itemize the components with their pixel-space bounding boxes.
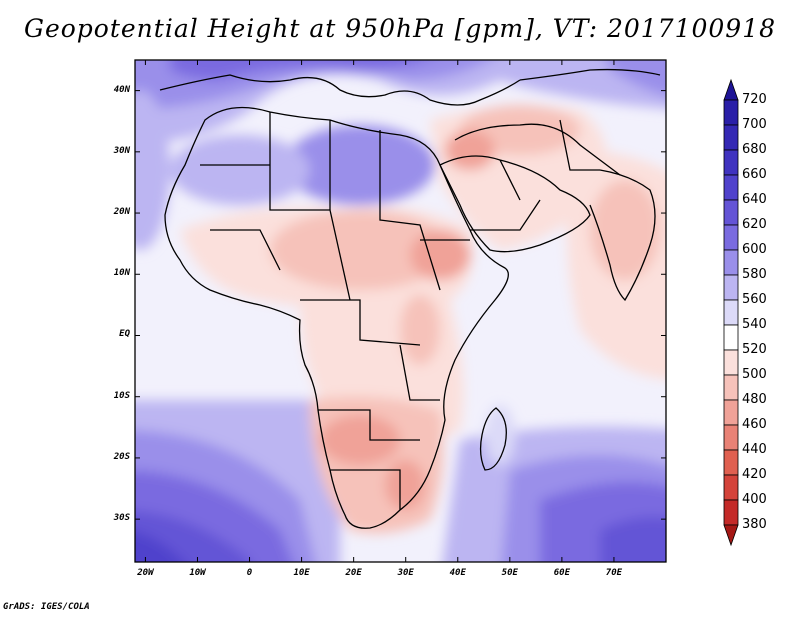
lon-tick-label: 10E (293, 568, 310, 578)
colorbar-bin (723, 424, 739, 451)
colorbar-label: 520 (742, 342, 767, 357)
colorbar-label: 620 (742, 217, 767, 232)
map-frame (134, 59, 667, 563)
lat-tick-label: 20S (113, 451, 130, 462)
lat-tick-label: 30S (113, 513, 130, 524)
colorbar-bin (723, 324, 739, 351)
colorbar-label: 720 (742, 92, 767, 107)
colorbar-bin (723, 199, 739, 226)
colorbar-label: 380 (742, 517, 767, 532)
software-credit: GrADS: IGES/COLA (3, 602, 90, 612)
colorbar-bin (723, 449, 739, 476)
colorbar-label: 580 (742, 267, 767, 282)
lat-tick-label: EQ (119, 329, 130, 340)
colorbar-top-arrow (723, 78, 739, 101)
axis-ticks (135, 60, 666, 562)
colorbar-bin (723, 224, 739, 251)
lat-tick-label: 40N (113, 84, 130, 95)
lon-tick-label: 10W (189, 568, 206, 578)
lon-tick-label: 20E (345, 568, 362, 578)
colorbar-label: 420 (742, 467, 767, 482)
colorbar-label: 480 (742, 392, 767, 407)
lon-tick-label: 40E (449, 568, 466, 578)
colorbar-bin (723, 299, 739, 326)
colorbar-label: 600 (742, 242, 767, 257)
lon-tick-label: 20W (137, 568, 154, 578)
colorbar (723, 78, 739, 547)
colorbar-label: 540 (742, 317, 767, 332)
lon-tick-label: 50E (501, 568, 518, 578)
colorbar-label: 700 (742, 117, 767, 132)
colorbar-label: 400 (742, 492, 767, 507)
lat-tick-label: 30N (113, 145, 130, 156)
lon-tick-label: 0 (246, 568, 253, 578)
colorbar-bin (723, 349, 739, 376)
colorbar-bin (723, 99, 739, 126)
lon-tick-label: 60E (553, 568, 570, 578)
colorbar-bin (723, 249, 739, 276)
colorbar-bin (723, 149, 739, 176)
colorbar-bin (723, 399, 739, 426)
lat-tick-label: 20N (113, 207, 130, 218)
lon-tick-label: 30E (397, 568, 414, 578)
colorbar-label: 440 (742, 442, 767, 457)
colorbar-bin (723, 174, 739, 201)
colorbar-bin (723, 274, 739, 301)
colorbar-bin (723, 474, 739, 501)
colorbar-label: 560 (742, 292, 767, 307)
lon-tick-label: 70E (605, 568, 623, 578)
lat-tick-label: 10N (113, 268, 130, 279)
colorbar-label: 660 (742, 167, 767, 182)
colorbar-bin (723, 374, 739, 401)
colorbar-bin (723, 499, 739, 526)
height-field (135, 60, 666, 562)
chart-title: Geopotential Height at 950hPa [gpm], VT:… (23, 14, 777, 43)
lat-tick-label: 10S (113, 390, 130, 401)
colorbar-label: 500 (742, 367, 767, 382)
colorbar-bin (723, 124, 739, 151)
colorbar-label: 680 (742, 142, 767, 157)
colorbar-label: 460 (742, 417, 767, 432)
coastlines (159, 68, 661, 529)
colorbar-label: 640 (742, 192, 767, 207)
colorbar-bottom-arrow (723, 524, 739, 547)
